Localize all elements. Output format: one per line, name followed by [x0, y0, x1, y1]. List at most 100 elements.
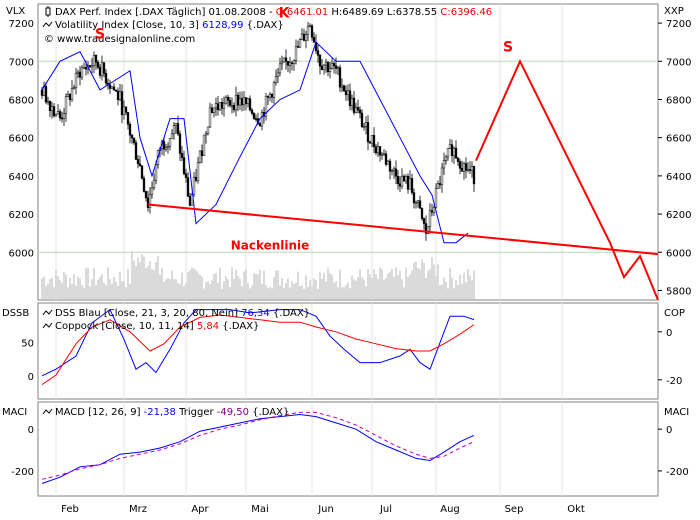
- candle-body: [292, 60, 296, 64]
- candle-body: [330, 63, 334, 69]
- volume-bar: [169, 279, 171, 299]
- volume-bar: [389, 271, 391, 299]
- candle-body: [300, 33, 304, 40]
- legend-volatility-suffix: {.DAX}: [243, 20, 283, 31]
- volume-bar: [393, 277, 395, 299]
- candle-body: [360, 112, 364, 127]
- candle-body: [76, 71, 80, 74]
- candle-body: [220, 102, 224, 109]
- volume-bar: [71, 283, 73, 299]
- volume-bar: [259, 269, 261, 299]
- candle-body: [400, 175, 404, 187]
- candle-body: [146, 197, 150, 208]
- volume-bar: [347, 282, 349, 299]
- legend-high-label: H:: [331, 7, 342, 18]
- volume-bar: [191, 267, 193, 299]
- volume-bar: [117, 285, 119, 299]
- volume-bar: [349, 288, 351, 299]
- candle-body: [358, 109, 362, 114]
- candle-body: [54, 113, 58, 117]
- candle-body: [324, 62, 328, 66]
- volume-bar: [387, 273, 389, 299]
- volume-bar: [319, 272, 321, 299]
- volume-bar: [195, 270, 197, 299]
- volume-bar: [383, 279, 385, 299]
- volume-bar: [225, 276, 227, 299]
- candle-body: [66, 94, 70, 97]
- candle-body: [318, 55, 322, 67]
- volume-bar: [309, 280, 311, 299]
- volume-bar: [93, 267, 95, 299]
- volume-bar: [125, 287, 127, 299]
- main-left-tick-label: 6000: [9, 248, 34, 259]
- legend-coppock-suffix: {.DAX}: [219, 321, 259, 332]
- volume-bar: [153, 269, 155, 299]
- macd-left-tick-label: 0: [28, 425, 34, 436]
- main-right-tick-label: 6200: [666, 210, 691, 221]
- main-right-axis-title: XXP: [664, 6, 684, 17]
- main-right-tick-label: 6400: [666, 172, 691, 183]
- candle-body: [446, 148, 450, 158]
- candle-body: [230, 105, 234, 107]
- volume-bar: [277, 270, 279, 299]
- x-tick-label: Jul: [379, 504, 392, 515]
- main-legend-line-1: DAX Perf. Index [.DAX Täglich] 01.08.200…: [55, 7, 492, 18]
- candle-body: [200, 150, 204, 156]
- candle-body: [416, 200, 420, 203]
- volume-bar: [205, 281, 207, 299]
- volume-bar: [425, 277, 427, 299]
- volume-bar: [341, 287, 343, 299]
- candle-body: [386, 160, 390, 165]
- candle-body: [194, 176, 198, 181]
- volume-bar: [275, 270, 277, 299]
- candle-body: [174, 123, 178, 126]
- candle-body: [58, 111, 62, 119]
- volume-bar: [463, 272, 465, 299]
- legend-open-label: O:: [276, 7, 287, 18]
- volume-bar: [223, 281, 225, 299]
- volume-bar: [111, 283, 113, 299]
- volume-bar: [381, 269, 383, 299]
- volume-bar: [119, 271, 121, 299]
- candle-body: [354, 107, 358, 113]
- candle-body: [178, 133, 182, 154]
- candle-body: [228, 100, 232, 106]
- volume-bar: [419, 269, 421, 299]
- trigger-series-line: [41, 411, 475, 480]
- volume-bar: [85, 268, 87, 299]
- volume-bar: [65, 274, 67, 299]
- volume-bar: [449, 267, 451, 299]
- legend-open-value: 6461.01: [287, 7, 328, 18]
- line-icon: [42, 322, 53, 329]
- candle-body: [248, 98, 252, 111]
- candle-body: [438, 183, 442, 186]
- x-tick-label: Aug: [440, 504, 460, 515]
- candle-body: [96, 62, 100, 68]
- volume-bar: [189, 270, 191, 299]
- candle-body: [348, 90, 352, 107]
- legend-coppock-title: Coppock [Close, 10, 11, 14]: [55, 321, 197, 332]
- candle-body: [258, 123, 262, 127]
- volume-bar: [301, 285, 303, 299]
- candle-body: [270, 93, 274, 98]
- candle-body: [436, 183, 440, 189]
- main-left-tick-label: 6400: [9, 172, 34, 183]
- volume-bar: [285, 282, 287, 299]
- candle-body: [240, 98, 244, 106]
- volume-bar: [55, 269, 57, 299]
- volume-bar: [313, 278, 315, 299]
- volume-bar: [107, 267, 109, 299]
- candle-body: [150, 187, 154, 195]
- candle-body: [164, 147, 168, 150]
- volume-bar: [245, 269, 247, 299]
- candle-body: [320, 65, 324, 70]
- volume-bar: [145, 268, 147, 299]
- volume-bar: [237, 276, 239, 299]
- macd-series-line: [41, 413, 475, 484]
- candle-body: [420, 208, 424, 219]
- volume-bar: [369, 274, 371, 299]
- candle-body: [46, 100, 50, 103]
- candle-body: [328, 68, 332, 73]
- volume-bar: [471, 280, 473, 299]
- candle-body: [306, 26, 310, 35]
